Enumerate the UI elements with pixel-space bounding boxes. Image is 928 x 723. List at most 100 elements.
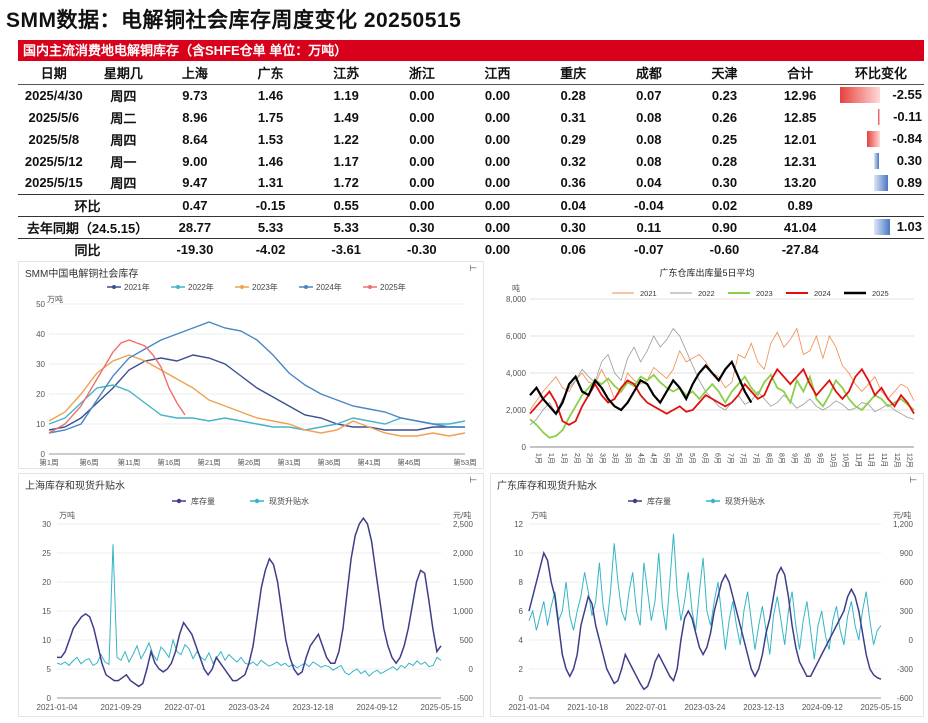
chart-panel-guangdong-outflow: 广东仓库出库量5日平均吨 0 2,000 4,000 6,000 8,000 1月 1月 1月 2… xyxy=(490,261,924,469)
chart-title: 广东仓库出库量5日平均 xyxy=(659,267,754,278)
legend-marker xyxy=(368,285,372,289)
change-databar: -0.84 xyxy=(838,131,924,147)
tick-label: 10 xyxy=(514,549,523,558)
tick-label: 6月 xyxy=(714,453,722,464)
weekday-cell: 周四 xyxy=(110,176,137,192)
chart-title: 广东库存和现货升贴水 xyxy=(497,481,597,492)
tick-label: 2月 xyxy=(573,453,581,464)
summary-label: 环比 xyxy=(18,193,158,216)
value-cell: 1.75 xyxy=(257,109,284,125)
legend-label: 2024年 xyxy=(316,282,342,292)
expand-icon[interactable]: ⊢ xyxy=(909,475,917,485)
value-cell: 0.29 xyxy=(560,131,586,147)
column-header: 合计 xyxy=(787,66,814,82)
date-cell: 2025/5/8 xyxy=(28,131,80,147)
legend-marker xyxy=(240,285,244,289)
column-header: 环比变化 xyxy=(854,66,907,82)
tick-label: 10 xyxy=(36,420,45,429)
value-cell: 12.96 xyxy=(762,83,838,106)
value-cell: 0.00 xyxy=(409,153,435,169)
tick-label: 5月 xyxy=(688,453,696,464)
value-cell: 0.25 xyxy=(711,131,738,147)
y2-tick-label: 1,500 xyxy=(453,578,474,587)
value-cell: 0.00 xyxy=(459,237,536,260)
column-header: 星期几 xyxy=(103,66,143,82)
change-bar-fill xyxy=(873,219,891,235)
tick-label: 0 xyxy=(519,694,524,703)
column-header: 天津 xyxy=(711,66,738,82)
legend-label: 2023年 xyxy=(252,282,278,292)
change-cell: -0.84 xyxy=(838,128,924,150)
value-cell: 0.00 xyxy=(384,193,460,216)
legend-marker xyxy=(710,498,716,504)
table-row: 2025/4/30 周四 9.73 1.46 1.19 0.00 0.00 0.28 0.07 0… xyxy=(18,83,924,106)
tick-label: 2 xyxy=(519,665,524,674)
tick-label: 第11周 xyxy=(118,457,141,467)
tick-label: 8月 xyxy=(778,453,786,464)
tick-label: 2021-01-04 xyxy=(509,703,550,712)
value-cell: -19.30 xyxy=(157,237,233,260)
tick-label: 30 xyxy=(42,520,51,529)
legend-label: 库存量 xyxy=(647,496,671,506)
value-cell: 0.00 xyxy=(459,215,536,238)
legend-label: 2021 xyxy=(640,289,657,298)
legend-label: 2023 xyxy=(756,289,773,298)
tick-label: 6月 xyxy=(701,453,709,464)
value-cell: -0.30 xyxy=(384,237,460,260)
change-bar-fill xyxy=(873,153,879,169)
tick-label: 10 xyxy=(42,636,51,645)
y2-axis-label: 元/吨 xyxy=(453,510,471,520)
change-bar-fill xyxy=(873,174,888,191)
legend-label: 现货升贴水 xyxy=(269,496,309,506)
series-line-premium xyxy=(56,544,442,677)
tick-label: 3月 xyxy=(598,453,606,464)
change-cell xyxy=(837,237,924,260)
tick-label: 2021-10-18 xyxy=(567,703,608,712)
y2-tick-label: -600 xyxy=(897,694,914,703)
table-header-row: 日期 星期几 上海 广东 江苏 浙江 江西 重庆 成都 天津 合计 环比变化 xyxy=(18,62,924,84)
date-cell: 2025/5/6 xyxy=(28,109,80,125)
tick-label: 40 xyxy=(36,330,45,339)
chart-national-inventory: 万吨 0 10 20 30 40 50 第1周 第6周 第11周 第16周 第21周 第26周 第31周 第… xyxy=(36,282,477,467)
column-header: 上海 xyxy=(181,66,208,82)
change-databar: 0.89 xyxy=(838,174,924,191)
tick-label: 6,000 xyxy=(506,332,527,341)
tick-label: 2025-05-15 xyxy=(861,703,902,712)
date-cell: 2025/5/15 xyxy=(24,175,83,191)
tick-label: 2024-09-12 xyxy=(802,703,843,712)
legend-marker xyxy=(176,498,182,504)
column-header: 日期 xyxy=(40,66,67,82)
value-cell: 0.11 xyxy=(611,215,687,238)
tick-label: 2022-07-01 xyxy=(165,703,206,712)
value-cell: 0.00 xyxy=(484,109,511,125)
value-cell: 13.20 xyxy=(783,175,817,191)
tick-label: 0 xyxy=(522,443,527,452)
value-cell: 0.00 xyxy=(409,109,435,125)
value-cell: 0.26 xyxy=(711,109,738,125)
change-cell: 0.89 xyxy=(838,172,924,194)
tick-label: 4,000 xyxy=(506,369,527,378)
change-cell: -0.11 xyxy=(838,106,924,128)
tick-label: 11月 xyxy=(854,453,862,467)
legend-label: 2022年 xyxy=(188,282,214,292)
tick-label: 5月 xyxy=(662,453,670,464)
column-header: 江西 xyxy=(484,66,511,82)
change-databar: 0.30 xyxy=(838,153,924,169)
weekday-cell: 周四 xyxy=(89,83,158,106)
y2-tick-label: 900 xyxy=(900,549,914,558)
value-cell: 0.08 xyxy=(636,131,662,147)
y-axis-label: 吨 xyxy=(512,283,520,293)
change-cell: 0.30 xyxy=(838,150,924,172)
change-value: -0.11 xyxy=(893,109,922,124)
series-line-2024 xyxy=(529,367,915,426)
expand-icon[interactable]: ⊢ xyxy=(469,475,477,485)
tick-label: 4 xyxy=(519,636,524,645)
value-cell: 5.33 xyxy=(232,215,309,238)
value-cell: 1.53 xyxy=(257,131,284,147)
y2-axis-label: 元/吨 xyxy=(893,510,911,520)
summary-label: 去年同期（24.5.15） xyxy=(18,215,158,238)
tick-label: 第36周 xyxy=(317,457,340,467)
expand-icon[interactable]: ⊢ xyxy=(469,263,477,273)
tick-label: 第46周 xyxy=(397,457,420,467)
y2-tick-label: 1,200 xyxy=(893,520,914,529)
